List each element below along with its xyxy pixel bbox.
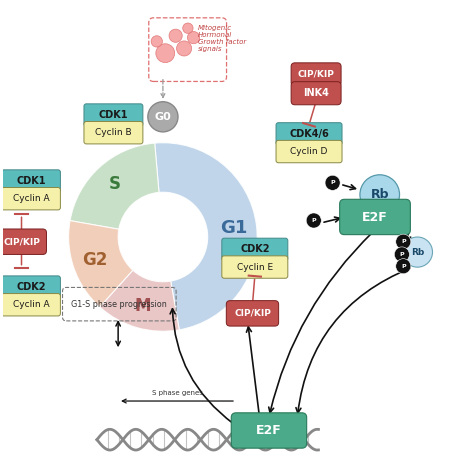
Wedge shape — [70, 143, 159, 229]
FancyBboxPatch shape — [1, 293, 60, 316]
FancyBboxPatch shape — [276, 123, 342, 145]
FancyBboxPatch shape — [0, 229, 46, 255]
Circle shape — [360, 175, 400, 214]
FancyBboxPatch shape — [222, 238, 288, 261]
Text: CDK1: CDK1 — [16, 176, 46, 186]
FancyBboxPatch shape — [276, 140, 342, 163]
Text: G1: G1 — [220, 219, 248, 237]
FancyBboxPatch shape — [1, 170, 60, 192]
FancyBboxPatch shape — [1, 188, 60, 210]
Text: Mitogenic
Hormonal
Growth factor
signals: Mitogenic Hormonal Growth factor signals — [198, 25, 246, 52]
Text: CDK2: CDK2 — [16, 282, 46, 292]
Circle shape — [169, 29, 182, 42]
Text: CDK1: CDK1 — [99, 110, 128, 120]
Circle shape — [148, 102, 178, 132]
Text: M: M — [135, 297, 151, 315]
FancyBboxPatch shape — [226, 301, 279, 326]
Circle shape — [177, 41, 191, 56]
FancyBboxPatch shape — [222, 256, 288, 278]
Wedge shape — [155, 143, 257, 330]
Circle shape — [187, 31, 200, 44]
Circle shape — [394, 247, 410, 262]
Text: S: S — [109, 174, 121, 192]
Circle shape — [396, 234, 411, 249]
Wedge shape — [100, 270, 179, 331]
Text: Rb: Rb — [411, 247, 424, 256]
Text: Cyclin D: Cyclin D — [291, 147, 328, 156]
FancyBboxPatch shape — [291, 63, 341, 86]
Text: P: P — [330, 180, 335, 185]
FancyBboxPatch shape — [1, 276, 60, 298]
Text: G0: G0 — [155, 112, 171, 122]
Text: INK4: INK4 — [303, 88, 329, 98]
Text: S phase genes: S phase genes — [152, 390, 202, 396]
FancyBboxPatch shape — [84, 104, 143, 126]
FancyBboxPatch shape — [231, 413, 307, 448]
Wedge shape — [69, 220, 133, 307]
Text: Cyclin A: Cyclin A — [13, 194, 49, 203]
Circle shape — [156, 44, 175, 63]
Text: Cyclin E: Cyclin E — [237, 263, 273, 272]
Text: Cyclin B: Cyclin B — [95, 128, 132, 137]
Text: G2: G2 — [82, 251, 108, 269]
Text: P: P — [311, 218, 316, 223]
Text: E2F: E2F — [256, 424, 282, 437]
Circle shape — [402, 237, 432, 267]
FancyBboxPatch shape — [340, 199, 410, 235]
Text: P: P — [400, 252, 404, 257]
Text: CIP/KIP: CIP/KIP — [298, 70, 335, 79]
Text: P: P — [401, 264, 406, 269]
Text: P: P — [401, 239, 406, 244]
Circle shape — [306, 213, 321, 228]
Text: Cyclin A: Cyclin A — [13, 300, 49, 309]
Circle shape — [325, 175, 340, 191]
Text: Rb: Rb — [371, 188, 389, 201]
Circle shape — [396, 259, 411, 274]
Text: CIP/KIP: CIP/KIP — [3, 237, 40, 246]
Circle shape — [182, 23, 193, 33]
Circle shape — [151, 36, 163, 47]
Text: CIP/KIP: CIP/KIP — [234, 309, 271, 318]
Text: G1-S phase progression: G1-S phase progression — [72, 300, 167, 309]
Text: CDK4/6: CDK4/6 — [289, 129, 329, 139]
FancyBboxPatch shape — [291, 82, 341, 105]
Text: E2F: E2F — [362, 211, 388, 224]
Text: CDK2: CDK2 — [240, 245, 270, 255]
FancyBboxPatch shape — [84, 121, 143, 144]
